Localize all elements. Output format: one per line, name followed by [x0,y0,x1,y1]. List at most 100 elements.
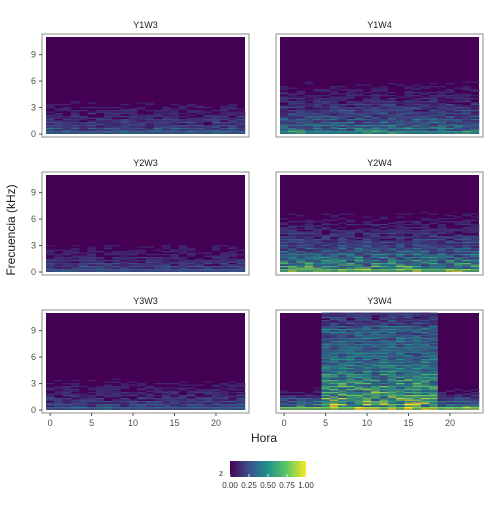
x-tick-label: 20 [211,418,221,428]
heatmap-cell [338,123,347,125]
heatmap-cell [104,395,113,397]
heatmap-cell [379,344,389,346]
heatmap-cell [104,116,113,118]
heatmap-cell [220,393,229,395]
heatmap-cell [420,107,430,109]
heatmap-cell [79,266,88,268]
heatmap-cell [470,117,480,119]
heatmap-cell [313,233,322,235]
heatmap-cell [404,249,413,251]
heatmap-cell [379,111,389,113]
heatmap-cell [396,114,405,116]
heatmap-cell [454,216,463,218]
heatmap-cell [371,389,380,391]
heatmap-cell [280,222,289,224]
heatmap-cell [296,270,306,272]
heatmap-cell [170,404,179,406]
heatmap-cell [429,371,438,373]
heatmap-cell [437,102,447,104]
heatmap-cell [338,405,347,407]
heatmap-cell [437,245,447,247]
heatmap-cell [462,89,472,91]
heatmap-cell [79,258,88,260]
heatmap-cell [236,398,246,400]
heatmap-cell [470,228,480,230]
heatmap-cell [329,111,339,113]
heatmap-cell [220,125,229,127]
heatmap-cell [454,117,463,119]
heatmap-cell [387,98,397,100]
heatmap-cell [162,258,171,260]
heatmap-cell [321,99,331,101]
heatmap-cell [354,338,364,340]
heatmap-cell [420,339,430,341]
heatmap-cell [220,107,229,109]
heatmap-cell [429,404,438,406]
heatmap-cell [329,390,339,392]
heatmap-cell [288,252,297,254]
heatmap-cell [321,338,331,340]
heatmap-cell [354,132,364,134]
heatmap-cell [329,251,339,253]
heatmap-cell [87,111,97,113]
heatmap-cell [120,402,130,404]
heatmap-cell [470,236,480,238]
heatmap-cell [186,131,196,133]
heatmap-cell [228,270,238,272]
heatmap-cell [296,215,306,217]
heatmap-cell [429,266,438,268]
heatmap-cell [412,407,422,409]
heatmap-cell [228,386,238,388]
heatmap-cell [296,240,306,242]
heatmap-cell [288,213,297,215]
heatmap-cell [288,407,297,409]
heatmap-cell [321,339,331,341]
heatmap-cell [46,129,55,131]
heatmap-cell [404,332,413,334]
heatmap-cell [329,96,339,98]
heatmap-cell [387,263,397,265]
heatmap-cell [329,318,339,320]
heatmap-cell [429,401,438,403]
heatmap-cell [186,398,196,400]
heatmap-cell [371,345,380,347]
heatmap-cell [412,341,422,343]
heatmap-cell [280,392,289,394]
heatmap-cell [137,122,146,124]
heatmap-cell [362,116,372,118]
heatmap-cell [321,129,331,131]
heatmap-cell [203,398,213,400]
heatmap-cell [404,224,413,226]
heatmap-cell [70,258,80,260]
heatmap-cell [445,95,455,97]
heatmap-cell [338,233,347,235]
heatmap-cell [404,132,413,134]
heatmap-cell [338,261,347,263]
heatmap-cell [162,117,171,119]
heatmap-cell [137,116,146,118]
heatmap-cell [46,264,55,266]
y-axis-label: Frecuencia (kHz) [4,184,18,275]
heatmap-cell [304,123,314,125]
heatmap-cell [112,395,121,397]
heatmap-cell [186,123,196,125]
heatmap-cell [321,374,331,376]
heatmap-cell [304,255,314,257]
heatmap-cell [354,327,364,329]
heatmap-cell [429,321,438,323]
heatmap-cell [162,251,171,253]
heatmap-cell [137,407,146,409]
heatmap-cell [396,234,405,236]
heatmap-cell [420,408,430,410]
heatmap-cell [79,129,88,131]
heatmap-cell [211,408,221,410]
heatmap-cell [304,407,314,409]
heatmap-cell [87,260,97,262]
heatmap-cell [404,320,413,322]
heatmap-cell [354,383,364,385]
heatmap-cell [470,227,480,229]
heatmap-cell [338,270,347,272]
heatmap-cell [228,123,238,125]
heatmap-cell [228,260,238,262]
